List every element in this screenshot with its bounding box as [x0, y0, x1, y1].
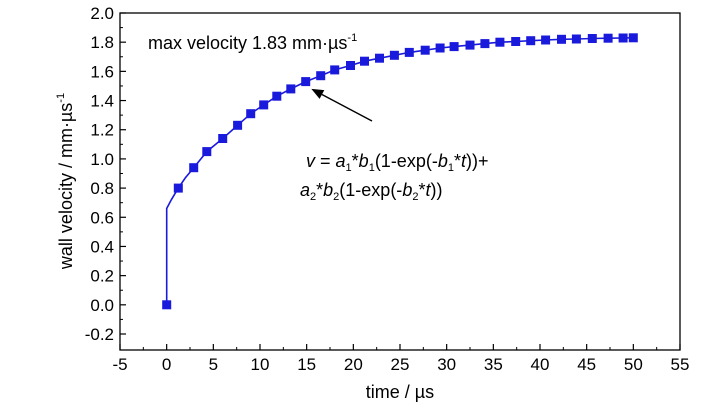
y-tick-label: -0.2: [85, 325, 114, 344]
data-point: [316, 71, 326, 81]
data-point: [435, 43, 445, 53]
data-point: [233, 120, 243, 130]
y-tick-label: 0.4: [90, 237, 114, 256]
eq1-b2: b: [438, 151, 448, 171]
y-axis-title: wall velocity / mm·µs-1: [55, 93, 76, 270]
data-point: [286, 84, 296, 94]
y-tick-label: 0.6: [90, 208, 114, 227]
eq1-eq: =: [315, 151, 336, 171]
data-point: [330, 65, 340, 75]
data-markers: [162, 33, 638, 310]
y-tick-label: 1.6: [90, 62, 114, 81]
eq1-a: a: [336, 151, 346, 171]
eq2-b: b: [323, 180, 333, 200]
data-point: [603, 33, 613, 43]
eq1-v: v: [306, 151, 316, 171]
data-point: [449, 42, 459, 52]
x-tick-label: 0: [162, 355, 171, 374]
x-tick-label: 35: [484, 355, 503, 374]
data-point: [246, 109, 256, 119]
equation-line-1: v = a1*b1(1-exp(-b1*t))+: [306, 151, 489, 174]
eq2-mid: (1-exp(-: [339, 180, 402, 200]
y-axis-title-sup: -1: [55, 93, 67, 103]
x-tick-label: 30: [437, 355, 456, 374]
eq2-b-sub: 2: [333, 191, 339, 203]
annotation-arrow: [321, 93, 373, 122]
eq1-mid: (1-exp(-: [375, 151, 438, 171]
data-point: [346, 61, 355, 70]
y-axis: -0.2 0.0 0.2 0.4 0.6 0.8 1.0 1.2 1.4 1.6 1.8 2.0: [85, 4, 126, 344]
max-velocity-unit-sup: -1: [347, 32, 357, 44]
x-tick-label: 15: [297, 355, 316, 374]
eq1-tail: ))+: [466, 151, 489, 171]
data-point: [360, 56, 369, 66]
eq1-b: b: [359, 151, 369, 171]
x-axis: -5 0 5 10 15 20 25 30 35 40 45 50 55: [112, 344, 689, 374]
data-point: [526, 36, 536, 46]
y-tick-label: 1.8: [90, 33, 114, 52]
data-point: [272, 91, 282, 101]
data-point: [218, 134, 228, 143]
eq1-b2-sub: 1: [448, 162, 454, 174]
x-tick-label: 40: [531, 355, 550, 374]
eq1-star2: *: [454, 151, 461, 171]
y-tick-label: 0.2: [90, 267, 114, 286]
data-point: [420, 45, 430, 55]
eq2-a-sub: 2: [310, 191, 316, 203]
eq2-tail: )): [430, 180, 442, 200]
eq1-star: *: [352, 151, 359, 171]
eq1-t: t: [461, 151, 467, 171]
data-point: [511, 37, 521, 46]
y-axis-title-main: wall velocity / mm·µs: [56, 103, 76, 270]
max-velocity-label: max velocity 1.83 mm·µs-1: [148, 32, 357, 53]
data-point: [189, 163, 199, 173]
data-point: [557, 34, 566, 44]
data-point: [541, 35, 551, 45]
eq2-star2: *: [418, 180, 425, 200]
data-point: [173, 183, 183, 193]
data-point: [404, 47, 414, 57]
eq2-b2: b: [402, 180, 412, 200]
x-tick-label: 50: [624, 355, 643, 374]
equation-line-2: a2*b2(1-exp(-b2*t)): [300, 180, 442, 203]
data-point: [465, 40, 475, 50]
x-tick-label: 20: [344, 355, 363, 374]
eq2-t: t: [425, 180, 431, 200]
data-point: [162, 300, 172, 310]
x-tick-label: 5: [209, 355, 218, 374]
data-point: [375, 53, 384, 63]
eq2-b2-sub: 2: [412, 191, 418, 203]
data-point: [495, 37, 505, 47]
eq1-b-sub: 1: [369, 162, 375, 174]
y-tick-label: 2.0: [90, 4, 114, 23]
y-tick-label: 1.4: [90, 92, 114, 111]
y-tick-label: 1.2: [90, 121, 114, 140]
y-tick-label: 1.0: [90, 150, 114, 169]
fit-curve: [165, 37, 634, 305]
x-tick-label: 25: [391, 355, 410, 374]
eq1-a-sub: 1: [346, 162, 352, 174]
x-axis-title: time / µs: [366, 382, 434, 402]
annotation-arrow-head: [311, 88, 325, 99]
data-point: [571, 34, 581, 44]
x-tick-label: -5: [112, 355, 127, 374]
x-tick-label: 55: [671, 355, 690, 374]
data-point: [202, 147, 212, 157]
data-point: [628, 33, 638, 43]
eq2-a: a: [300, 180, 310, 200]
x-tick-label: 10: [251, 355, 270, 374]
y-tick-label: 0.8: [90, 179, 114, 198]
max-velocity-text: max velocity 1.83 mm·µs: [148, 33, 347, 53]
x-tick-label: 45: [577, 355, 596, 374]
data-point: [259, 100, 269, 110]
data-point: [480, 39, 490, 49]
data-point: [389, 50, 399, 60]
y-tick-label: 0.0: [90, 296, 114, 315]
data-point: [301, 77, 311, 87]
data-point: [587, 34, 597, 43]
data-point: [618, 33, 628, 43]
eq2-star: *: [316, 180, 323, 200]
